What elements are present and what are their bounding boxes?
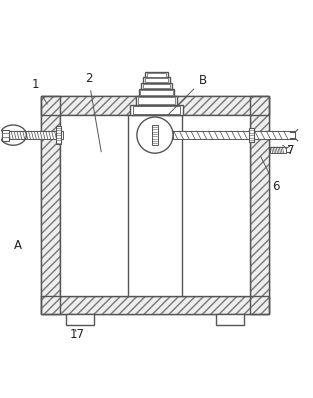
Bar <box>270 147 286 153</box>
Bar <box>216 314 244 325</box>
Bar <box>145 72 168 78</box>
Bar <box>173 131 295 139</box>
Bar <box>136 96 177 105</box>
Bar <box>145 78 168 82</box>
Text: A: A <box>14 239 22 252</box>
Bar <box>130 105 183 115</box>
Text: 2: 2 <box>85 72 101 152</box>
Bar <box>143 78 170 83</box>
Text: 17: 17 <box>69 328 84 341</box>
Bar <box>41 96 269 115</box>
Bar <box>141 83 172 89</box>
Bar <box>249 128 254 142</box>
Circle shape <box>137 117 173 153</box>
Bar <box>138 97 175 104</box>
Bar <box>133 106 180 113</box>
Text: B: B <box>168 74 207 115</box>
Bar <box>41 96 269 314</box>
Bar <box>147 73 166 76</box>
Bar <box>250 96 269 314</box>
Bar <box>41 96 60 314</box>
Bar <box>139 89 174 96</box>
Bar <box>2 129 9 141</box>
Bar <box>41 296 269 314</box>
Bar <box>143 84 170 88</box>
Text: 6: 6 <box>261 156 279 193</box>
Bar <box>152 125 158 145</box>
Bar <box>66 314 94 325</box>
Bar <box>141 90 172 95</box>
Text: 1: 1 <box>32 78 47 104</box>
Bar <box>41 96 269 115</box>
Bar <box>41 96 60 314</box>
Bar <box>41 296 269 314</box>
Bar <box>2 131 63 139</box>
Bar <box>250 96 269 314</box>
Text: 7: 7 <box>283 144 295 157</box>
Bar <box>56 126 61 144</box>
Bar <box>60 115 250 296</box>
